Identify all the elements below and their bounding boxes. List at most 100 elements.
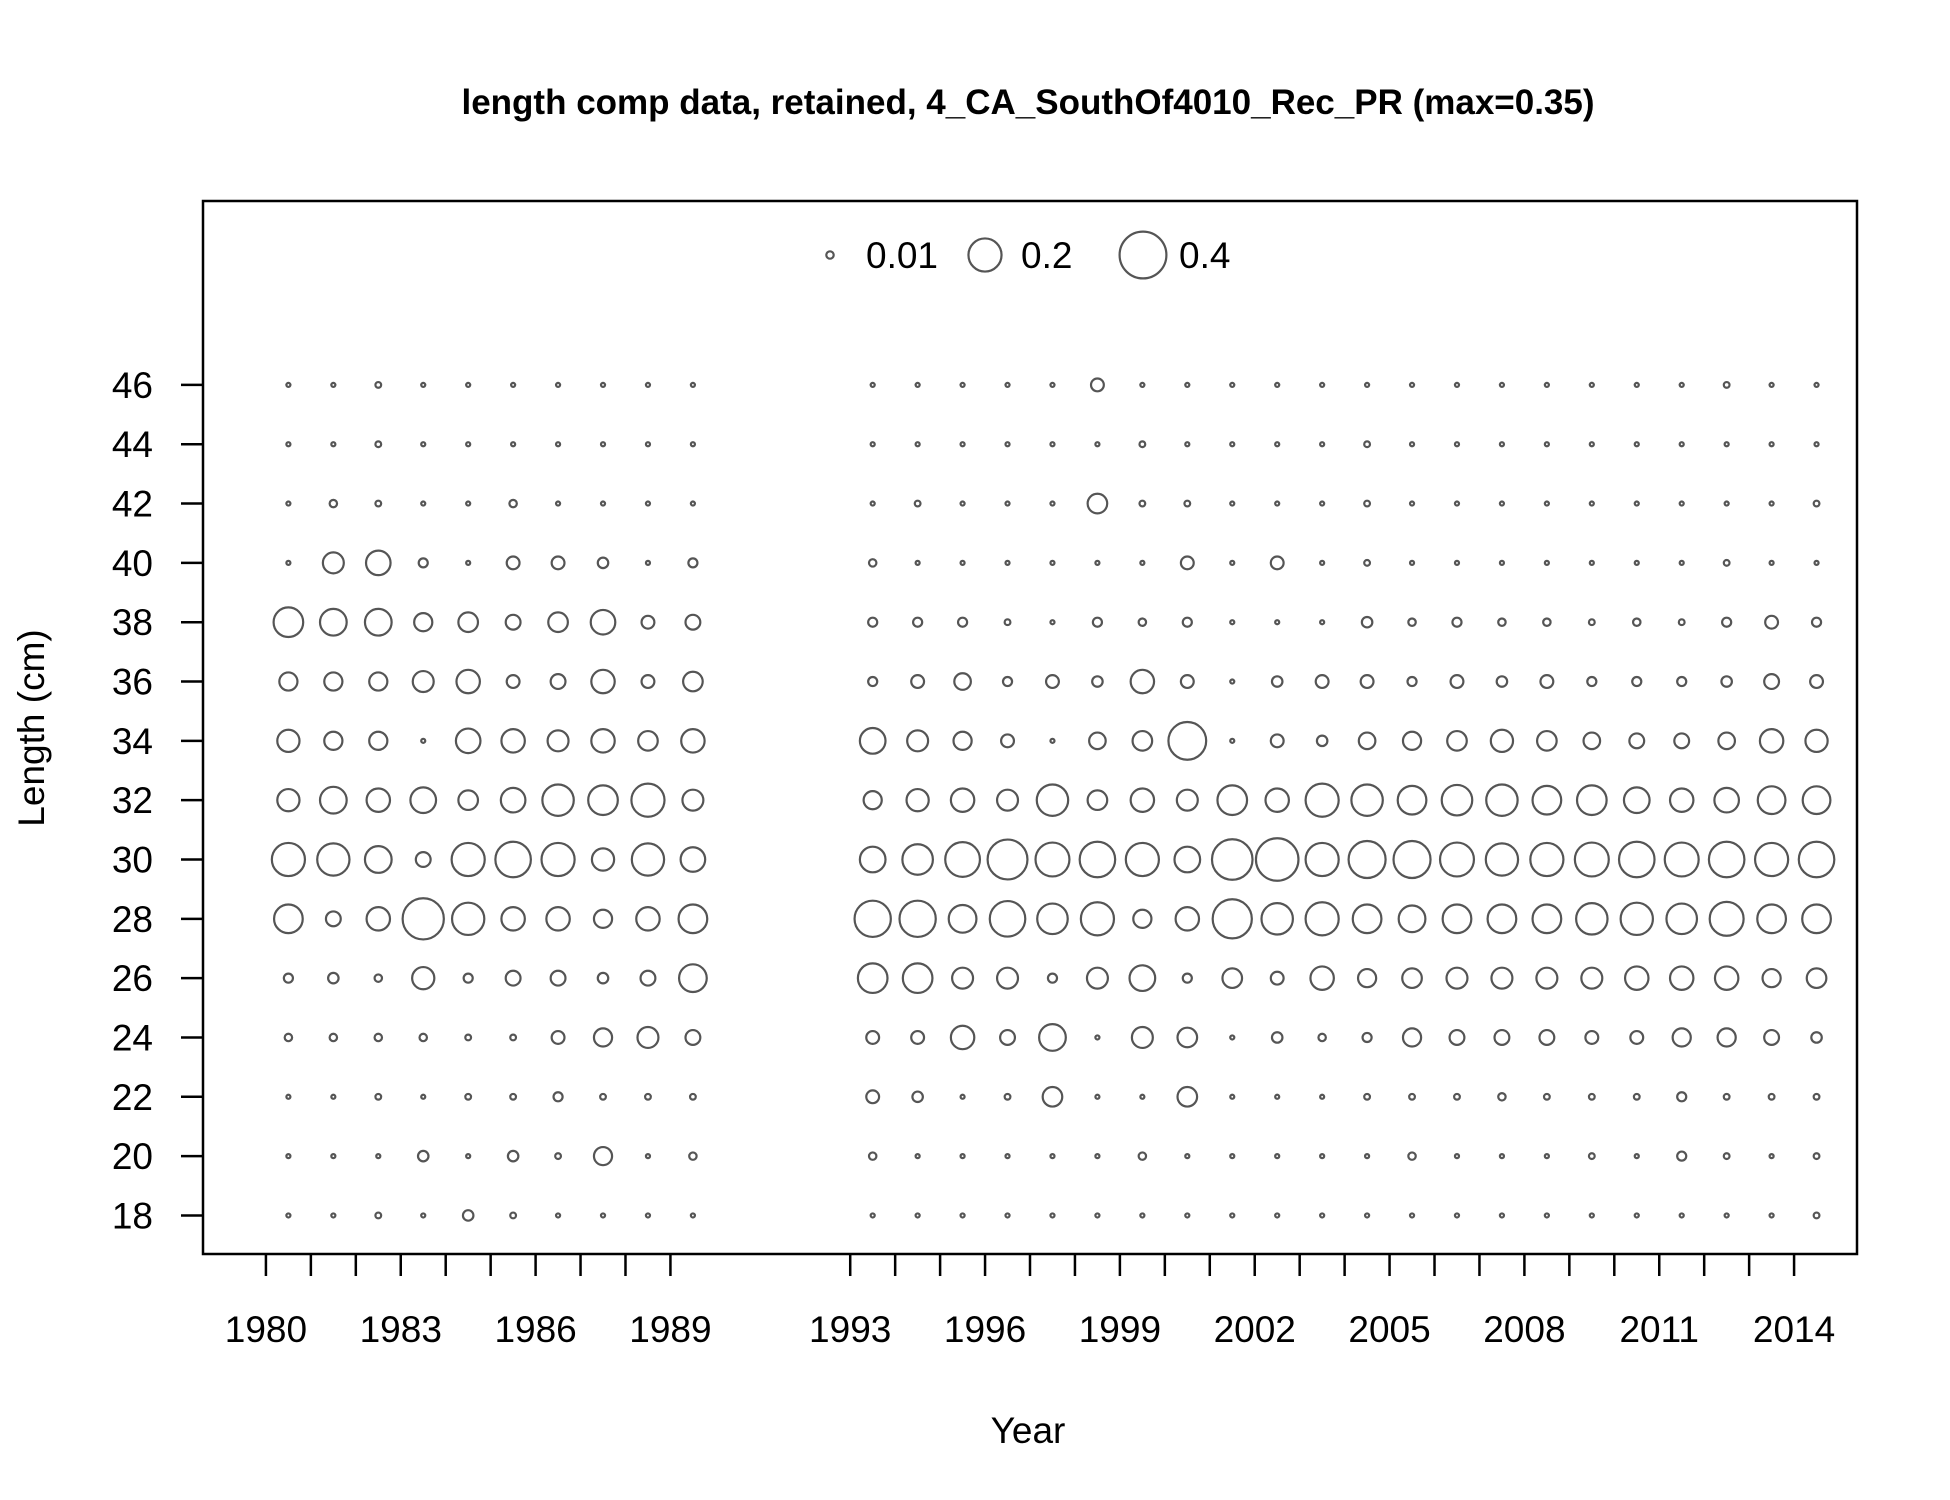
bubble-point (865, 1089, 881, 1105)
bubble-point (1407, 617, 1417, 628)
bubble-point (1531, 903, 1563, 935)
bubble-point (1229, 678, 1236, 685)
bubble-point (318, 785, 348, 815)
bubble-point (1498, 441, 1506, 448)
bubble-point (540, 841, 576, 878)
bubble-point (1401, 1027, 1423, 1048)
bubble-point (1139, 1212, 1146, 1219)
bubble-point (599, 1212, 607, 1219)
bubble-point (1453, 500, 1461, 507)
bubble-point (330, 1152, 337, 1160)
bubble-point (1274, 441, 1281, 448)
bubble-point (905, 787, 930, 813)
bubble-point (1490, 966, 1514, 990)
bubble-point (1363, 381, 1371, 389)
bubble-point (1034, 841, 1071, 878)
bubble-point (330, 1093, 337, 1100)
bubble-point (316, 842, 351, 877)
bubble-point (1446, 729, 1468, 752)
bubble-point (1184, 1212, 1191, 1219)
bubble-point (867, 558, 878, 568)
bubble-point (680, 728, 706, 754)
bubble-point (988, 899, 1027, 938)
y-axis: 18 20 22 24 26 28 30 32 34 36 38 40 42 44 46 (112, 365, 203, 1236)
bubble-point (1216, 784, 1249, 817)
bubble-point (420, 381, 427, 389)
bubble-point (324, 910, 342, 928)
bubble-point (285, 1093, 292, 1100)
bubble-point (323, 671, 344, 692)
y-tick-label: 28 (112, 899, 153, 940)
bubble-point (1184, 381, 1191, 389)
bubble-point (461, 1209, 475, 1222)
bubble-point (1723, 1212, 1730, 1219)
bubble-point (509, 1092, 518, 1101)
bubble-point (465, 441, 472, 448)
bubble-point (1633, 559, 1640, 567)
bubble-point (1497, 1091, 1507, 1102)
bubble-point (546, 729, 570, 753)
bubble-point (1167, 720, 1208, 761)
bubble-point (1139, 381, 1146, 389)
y-tick-label: 18 (112, 1195, 153, 1236)
bubble-point (689, 500, 697, 507)
bubble-point (1633, 381, 1640, 389)
bubble-point (1319, 441, 1326, 448)
bubble-point (1485, 783, 1519, 817)
bubble-point (1575, 784, 1608, 817)
bubble-point (283, 1032, 294, 1043)
bubble-point (869, 381, 876, 389)
bubble-point (592, 908, 614, 929)
bubble-point (1350, 783, 1384, 817)
bubble-point (285, 381, 292, 389)
bubble-point (1767, 1092, 1776, 1101)
bubble-point (687, 557, 699, 569)
bubble-point (630, 842, 666, 877)
bubble-point (644, 1212, 652, 1219)
bubble-point (681, 788, 705, 812)
bubble-point (554, 500, 562, 507)
bubble-point (1768, 381, 1775, 389)
bubble-point (1304, 841, 1340, 878)
bubble-point (1768, 1212, 1775, 1219)
bubble-point (1542, 1092, 1551, 1101)
bubble-point (596, 556, 610, 570)
bubble-point (1588, 381, 1595, 389)
bubble-point (1229, 1212, 1236, 1219)
bubble-point (912, 616, 924, 628)
bubble-point (464, 1092, 473, 1101)
bubble-point (1319, 1152, 1326, 1160)
bubble-point (914, 559, 921, 567)
bubble-point (365, 906, 392, 932)
bubble-point (1812, 1092, 1821, 1101)
bubble-point (1229, 559, 1236, 567)
bubble-point (550, 555, 566, 571)
bubble-point (679, 846, 707, 873)
bubble-point (1801, 903, 1832, 935)
bubble-point (1543, 559, 1551, 567)
bubble-point (1139, 1093, 1146, 1100)
bubble-point (1575, 902, 1609, 936)
bubble-point (1441, 903, 1473, 935)
bubble-point (552, 1091, 564, 1103)
bubble-point (1408, 1092, 1417, 1101)
bubble-point (949, 787, 976, 813)
bubble-point (1176, 1026, 1199, 1049)
bubble-point (590, 847, 616, 872)
bubble-point (910, 1029, 926, 1045)
bubble-point (1493, 1028, 1511, 1046)
bubble-point (1181, 972, 1193, 984)
bubble-point (1401, 967, 1423, 990)
bubble-point (587, 784, 619, 817)
bubble-point (1124, 841, 1161, 878)
bubble-point (1453, 441, 1461, 448)
bubble-point (1676, 1091, 1688, 1103)
bubble-point (323, 730, 344, 752)
bubble-point (1722, 380, 1731, 389)
bubble-point (1453, 381, 1461, 389)
bubble-point (1489, 728, 1515, 754)
bubble-point (644, 559, 652, 567)
bubble-point (1713, 786, 1741, 814)
bubble-point (450, 841, 486, 878)
bubble-point (858, 845, 887, 874)
